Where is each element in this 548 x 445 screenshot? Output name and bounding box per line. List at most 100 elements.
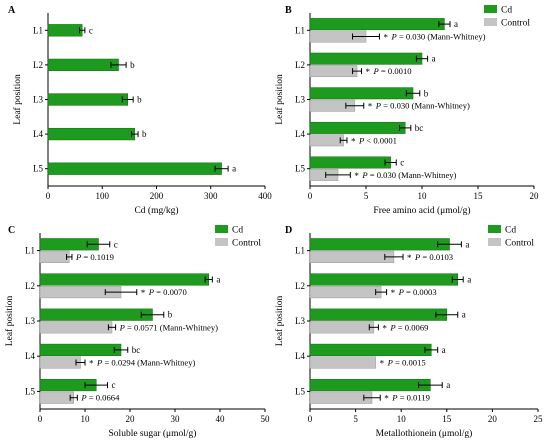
p-value-annotation: P = 0.030 (Mann-Whitney) [361,170,456,180]
bar-control [39,250,70,263]
bar-cd [309,18,445,31]
x-tick-label: 15 [442,414,452,424]
significance-letter: b [137,95,142,105]
x-tick-label: 40 [216,414,226,424]
p-value-annotation: P = 0.0070 [148,287,187,297]
x-tick-label: 10 [397,414,407,424]
y-tick-label: L2 [25,281,35,291]
p-value-annotation: P < 0.0001 [358,135,397,145]
bar-control [309,321,375,334]
y-tick-label: L4 [25,351,35,361]
x-tick-label: 0 [46,191,51,201]
significance-letter: a [467,274,471,284]
x-tick-label: 50 [261,414,271,424]
y-tick-label: L3 [33,95,43,105]
significance-star: * [383,33,388,43]
x-tick-label: 400 [258,191,272,201]
bar-cd [309,156,391,169]
significance-star: * [380,359,385,369]
legend-label-cd: Cd [501,6,512,16]
y-axis-title: Leaf position [274,296,285,347]
y-axis-title: Leaf position [4,296,15,347]
p-value-annotation: P = 0.0664 [80,393,120,403]
significance-letter: a [232,164,236,174]
p-value-annotation: P = 0.0571 (Mann-Whitney) [119,322,219,332]
x-tick-label: 10 [81,414,91,424]
bar-control [39,321,113,334]
y-axis-title: Leaf position [274,74,285,125]
p-value-annotation: P = 0.0119 [391,393,430,403]
significance-letter: a [216,274,220,284]
x-tick-label: 100 [96,191,110,201]
p-value-annotation: P = 0.0069 [389,322,428,332]
y-tick-label: L3 [295,95,305,105]
significance-letter: a [465,239,469,249]
bar-cd [47,127,136,141]
y-tick-label: L4 [295,129,305,139]
p-value-annotation: P = 0.0010 [373,66,412,76]
x-tick-label: 0 [308,414,313,424]
legend: Cd Control [215,225,261,249]
bar-cd [309,52,423,65]
significance-star: * [141,288,146,298]
bar-cd [309,238,450,251]
panel-letter: C [8,225,15,236]
significance-letter: bc [132,345,141,355]
significance-letter: a [462,310,466,320]
bar-control [309,391,373,404]
y-tick-label: L5 [33,164,43,174]
significance-letter: b [130,60,135,70]
x-tick-label: 5 [364,191,369,201]
bar-control [39,356,81,369]
x-tick-label: 20 [530,191,540,201]
p-value-annotation: P = 0.1019 [75,252,114,262]
bar-cd [309,121,406,134]
y-tick-label: L2 [295,281,305,291]
x-tick-label: 20 [126,414,136,424]
significance-letter: c [114,239,118,249]
legend-label-control: Control [232,239,261,249]
bar-cd [47,24,83,37]
y-tick-label: L1 [295,246,305,256]
bar-cd [309,379,431,392]
x-axis-title: Soluble sugar (μmol/g) [109,428,197,439]
legend-swatch-cd [488,225,501,233]
x-tick-label: 5 [353,414,358,424]
p-value-annotation: P = 0.0103 [414,252,453,262]
legend-swatch-cd [484,5,497,13]
bar-cd [309,87,414,100]
significance-star: * [354,171,359,181]
bar-cd [47,93,128,106]
significance-letter: a [442,345,446,355]
legend-label-cd: Cd [505,226,516,236]
y-tick-label: L2 [295,60,305,70]
p-value-annotation: P = 0.0015 [387,358,426,368]
bar-control [309,286,382,299]
x-tick-label: 20 [488,414,498,424]
bar-cd [47,162,222,175]
y-tick-label: L1 [295,25,305,35]
x-tick-label: 0 [308,191,313,201]
legend-swatch-cd [215,225,228,233]
bar-control [39,391,74,404]
bar-cd [309,308,448,321]
significance-letter: b [168,310,173,320]
panel-letter: B [285,5,292,16]
y-axis-title: Leaf position [12,74,23,125]
y-tick-label: L1 [33,25,43,35]
y-tick-label: L4 [295,351,305,361]
significance-star: * [89,359,94,369]
significance-letter: a [446,380,450,390]
y-tick-label: L5 [295,164,305,174]
legend: Cd Control [488,225,534,249]
p-value-annotation: P = 0.030 (Mann-Whitney) [390,32,485,42]
x-axis-title: Metallothionein (μmol/g) [376,428,473,439]
x-axis-title: Cd (mg/kg) [134,205,178,216]
bar-control [309,65,358,78]
p-value-annotation: P = 0.030 (Mann-Whitney) [375,101,470,111]
y-tick-label: L5 [295,386,305,396]
x-tick-label: 200 [150,191,164,201]
x-tick-label: 15 [474,191,484,201]
bar-cd [39,308,153,321]
